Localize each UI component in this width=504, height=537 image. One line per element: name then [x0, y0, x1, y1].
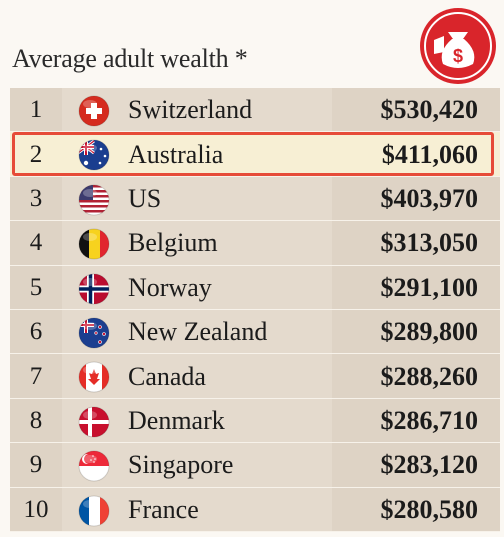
wealth-value: $313,050 — [380, 228, 479, 258]
rank-number: 3 — [29, 184, 43, 212]
rank-number: 5 — [29, 273, 43, 301]
country-name: France — [128, 494, 199, 524]
table-row: 6 New Zealand $289,800 — [10, 310, 500, 355]
france-flag-icon — [78, 495, 110, 527]
rank-number: 8 — [29, 406, 43, 434]
country-name: Canada — [128, 361, 206, 391]
australia-flag-icon — [78, 139, 110, 171]
table-row: 2 Australia $411,060 — [10, 132, 500, 177]
rank-number: 9 — [29, 451, 43, 479]
country-name: Denmark — [128, 405, 225, 435]
norway-flag-icon — [78, 273, 110, 305]
wealth-value: $530,420 — [380, 95, 479, 125]
country-name: Australia — [128, 139, 224, 169]
wealth-value: $288,260 — [380, 361, 479, 391]
belgium-flag-icon — [78, 228, 110, 260]
rank-number: 1 — [29, 96, 43, 124]
country-name: Switzerland — [128, 95, 253, 125]
country-name: US — [128, 183, 162, 213]
denmark-flag-icon — [78, 406, 110, 438]
table-row: 1 Switzerland $530,420 — [10, 88, 500, 133]
country-name: New Zealand — [128, 317, 268, 347]
canada-flag-icon — [78, 361, 110, 393]
table-row: 8 Denmark $286,710 — [10, 399, 500, 444]
highlight-box — [12, 132, 494, 176]
table-row: 3 US $403,970 — [10, 177, 500, 222]
table-row: 4 Belgium $313,050 — [10, 221, 500, 266]
rank-number: 6 — [29, 318, 43, 346]
svg-text:$: $ — [453, 46, 463, 66]
wealth-value: $283,120 — [380, 450, 479, 480]
wealth-table: 1 Switzerland $530,420 2 Australia $411,060 3 U… — [10, 88, 500, 532]
country-name: Norway — [128, 272, 212, 302]
switzerland-flag-icon — [78, 95, 110, 127]
new-zealand-flag-icon — [78, 317, 110, 349]
table-row: 5 Norway $291,100 — [10, 266, 500, 310]
table-row: 10 France $280,580 — [10, 488, 500, 532]
page-title: Average adult wealth * — [12, 44, 248, 73]
wealth-value: $403,970 — [380, 183, 479, 213]
table-row: 9 Singapore $283,120 — [10, 443, 500, 488]
wealth-value: $291,100 — [380, 272, 479, 302]
country-name: Belgium — [128, 228, 218, 258]
table-row: 7 Canada $288,260 — [10, 354, 500, 399]
country-name: Singapore — [128, 450, 234, 480]
wealth-value: $286,710 — [380, 405, 479, 435]
wealth-value: $411,060 — [381, 139, 478, 169]
singapore-flag-icon — [78, 450, 110, 482]
rank-number: 4 — [29, 229, 43, 257]
rank-number: 10 — [23, 495, 49, 523]
rank-number: 7 — [29, 362, 43, 390]
wealth-value: $280,580 — [380, 494, 479, 524]
money-bag-icon: $ — [420, 8, 496, 84]
wealth-value: $289,800 — [380, 317, 479, 347]
rank-number: 2 — [29, 140, 43, 168]
us-flag-icon — [78, 184, 110, 216]
